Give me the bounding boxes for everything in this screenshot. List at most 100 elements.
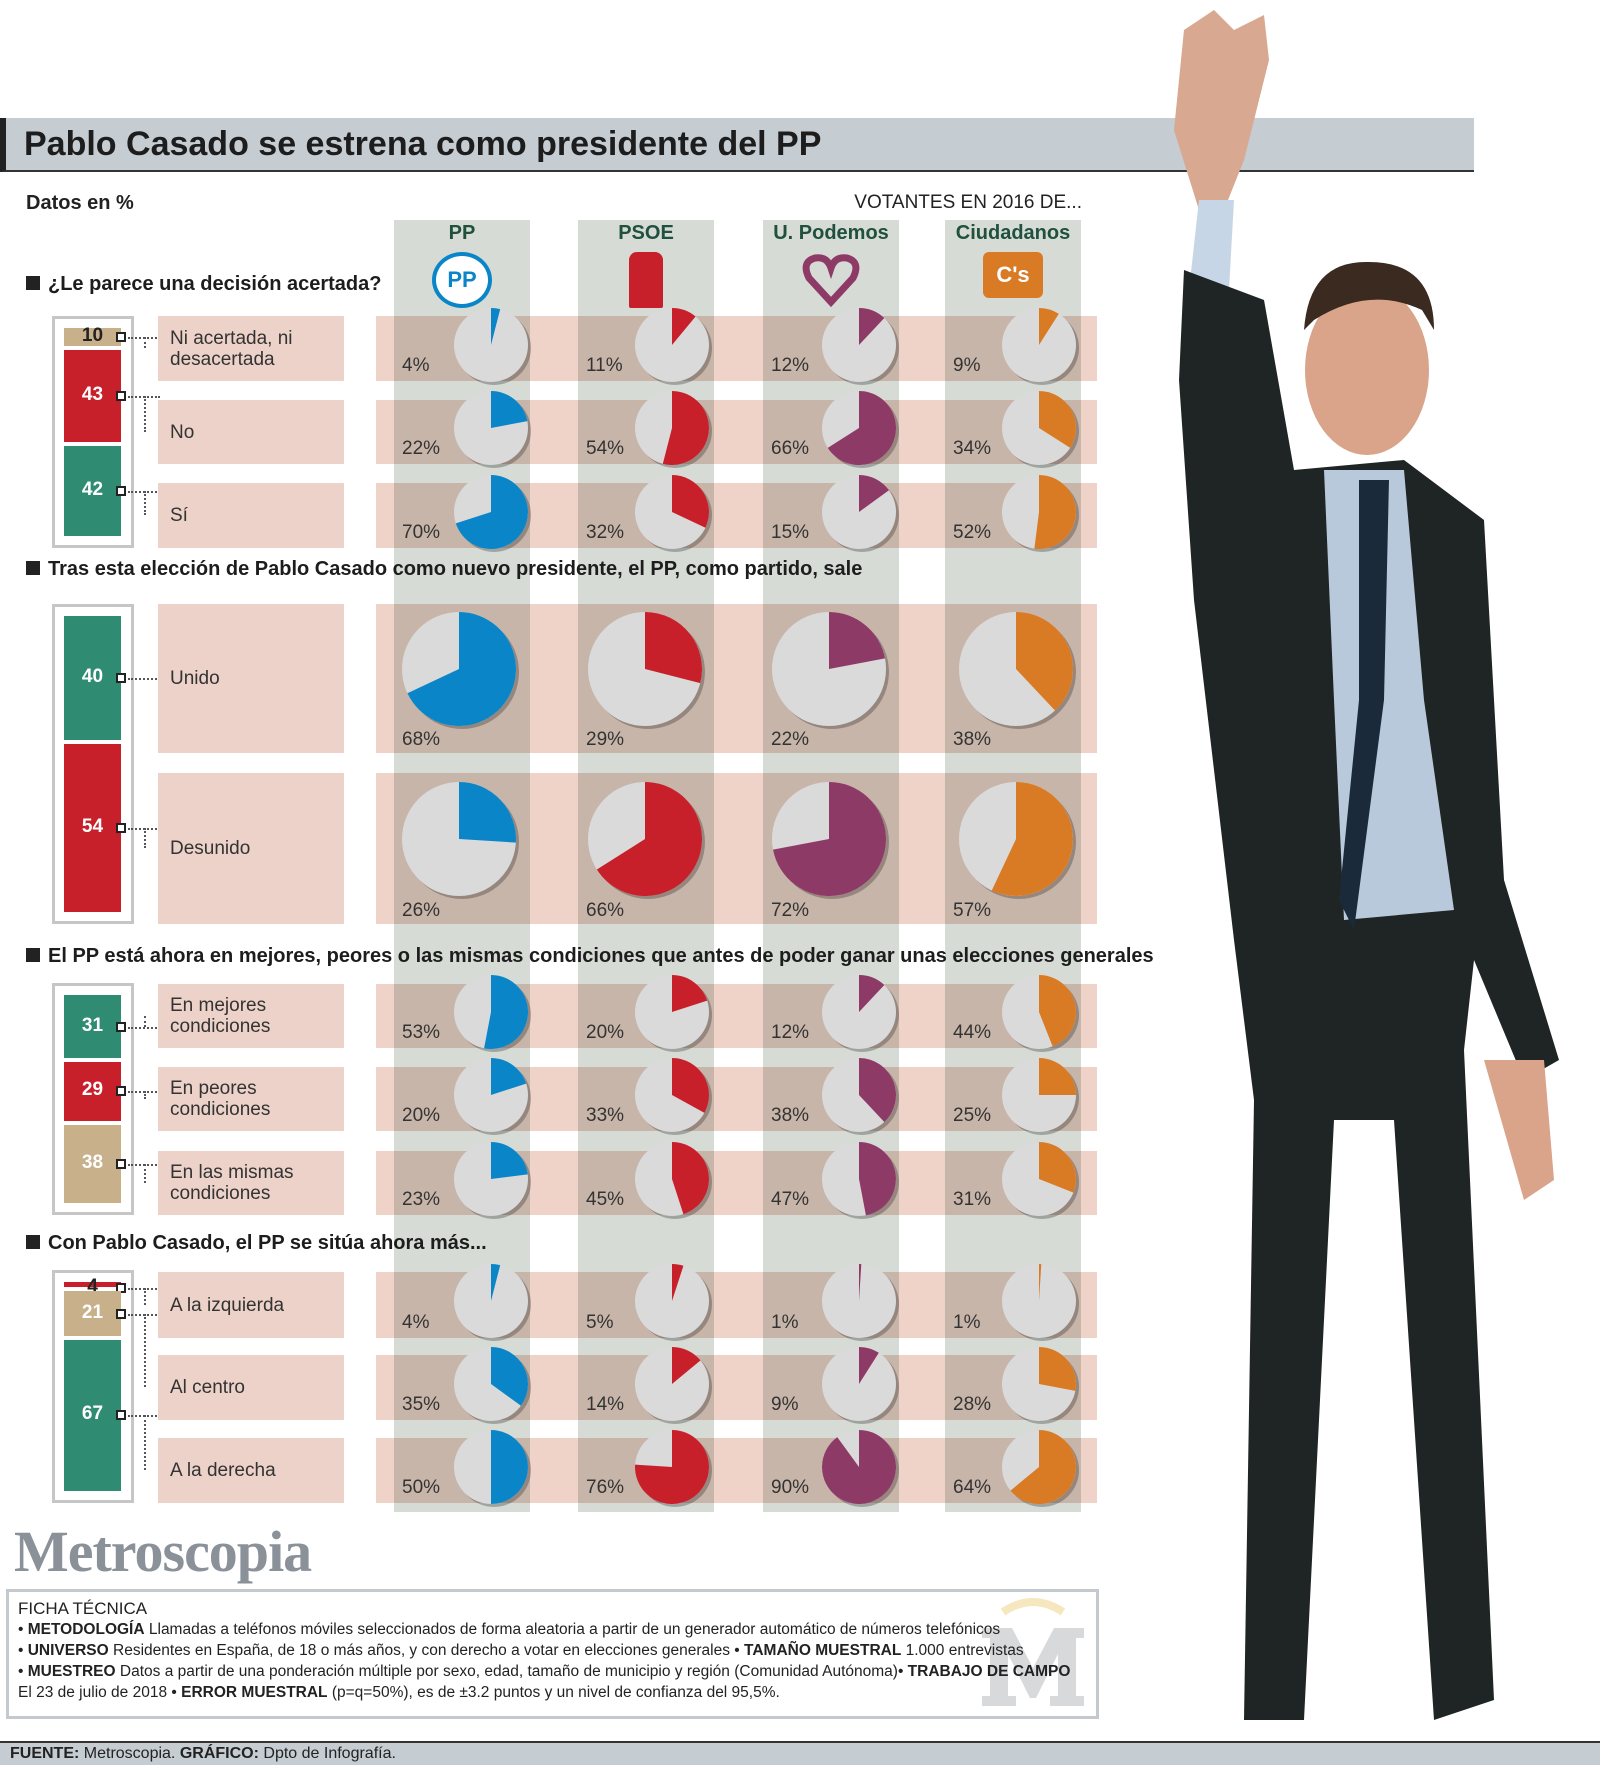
percent-label: 11% xyxy=(586,355,623,376)
percent-label: 90% xyxy=(771,1477,810,1498)
units-note: Datos en % xyxy=(26,192,134,214)
party-label: Ciudadanos xyxy=(955,222,1071,244)
pie-chart xyxy=(634,1429,712,1507)
question-title: Con Pablo Casado, el PP se sitúa ahora m… xyxy=(26,1232,487,1255)
pie-chart xyxy=(822,1058,899,1135)
pie-slice xyxy=(859,1264,862,1301)
percent-label: 4% xyxy=(402,355,430,376)
percent-label: 52% xyxy=(953,522,992,543)
percent-label: 47% xyxy=(771,1189,810,1210)
ficha-value: (p=q=50%), es de ±3.2 puntos y un nivel … xyxy=(331,1684,780,1701)
percent-label: 54% xyxy=(586,438,625,459)
connector-line xyxy=(144,1016,146,1027)
pie-slice xyxy=(672,1346,701,1384)
connector-line xyxy=(144,396,146,432)
pie-slice xyxy=(1039,391,1077,448)
pie-chart xyxy=(822,1429,899,1507)
overall-bar-value: 21 xyxy=(81,1301,104,1323)
connector-line xyxy=(144,491,146,516)
pie-slice xyxy=(822,1429,897,1504)
pie-chart xyxy=(822,391,899,468)
overall-bar-value: 31 xyxy=(81,1014,104,1036)
overall-bar-value: 54 xyxy=(81,815,104,837)
overall-bar-value: 10 xyxy=(81,325,104,347)
pie-slice xyxy=(491,307,501,345)
marker-icon xyxy=(116,1283,126,1293)
pie-slice xyxy=(1039,1142,1076,1193)
pie-slice xyxy=(672,975,708,1012)
pie-slice xyxy=(827,391,896,465)
percent-label: 68% xyxy=(402,729,441,750)
pie-slice xyxy=(672,1142,709,1215)
overall-bar-segment xyxy=(64,1282,121,1288)
party-label: PSOE xyxy=(618,222,674,244)
percent-label: 12% xyxy=(771,355,810,376)
overall-bar-segment xyxy=(64,1339,121,1491)
footer-graphic: Dpto de Infografía. xyxy=(263,1745,396,1762)
pie-chart xyxy=(635,1142,712,1219)
pie-chart xyxy=(635,1346,712,1424)
pie-chart xyxy=(772,781,889,899)
pie-slice xyxy=(859,474,889,512)
pie-slice xyxy=(829,611,885,669)
connector-line xyxy=(128,1026,160,1029)
overall-bar-segment xyxy=(64,995,121,1059)
pie-chart xyxy=(822,1142,899,1219)
pie-slice xyxy=(1039,975,1076,1047)
overall-bar-value: 42 xyxy=(81,479,104,501)
watermark-logo xyxy=(982,1598,1084,1706)
ficha-key: ERROR MUESTRAL xyxy=(181,1684,328,1701)
pie-chart xyxy=(588,781,705,899)
pie-slice xyxy=(1016,611,1073,711)
percent-label: 23% xyxy=(402,1189,441,1210)
connector-line xyxy=(128,677,160,680)
question-title: El PP está ahora en mejores, peores o la… xyxy=(26,945,1154,968)
ficha-key: TAMAÑO MUESTRAL xyxy=(744,1642,902,1659)
pie-chart xyxy=(454,474,531,552)
pie-slice xyxy=(491,1142,528,1179)
pie-chart xyxy=(822,1264,899,1341)
ficha-value: El 23 de julio de 2018 xyxy=(18,1684,168,1701)
pie-chart xyxy=(1002,474,1079,552)
party-logo-2 xyxy=(801,252,861,308)
page-title: Pablo Casado se estrena como presidente … xyxy=(24,125,822,163)
pie-slice xyxy=(773,781,887,896)
metroscopia-logo: Metroscopia xyxy=(14,1519,312,1584)
columns-header: VOTANTES EN 2016 DE... xyxy=(854,192,1082,213)
pie-chart xyxy=(454,975,531,1052)
row-label: A la derecha xyxy=(158,1438,344,1503)
connector-line xyxy=(144,1313,146,1388)
pie-slice xyxy=(859,307,885,345)
pie-chart xyxy=(1002,1142,1079,1219)
marker-icon xyxy=(116,1021,126,1032)
percent-label: 22% xyxy=(771,729,810,750)
ficha-key: MUESTREO xyxy=(27,1663,116,1680)
pie-chart xyxy=(959,611,1076,729)
question-title: Tras esta elección de Pablo Casado como … xyxy=(26,558,862,581)
percent-label: 26% xyxy=(402,900,441,921)
percent-label: 9% xyxy=(771,1394,799,1415)
percent-label: 38% xyxy=(771,1105,810,1126)
ficha-tecnica: FICHA TÉCNICA • METODOLOGÍA Llamadas a t… xyxy=(6,1589,1099,1719)
pie-slice xyxy=(491,1058,527,1095)
connector-line xyxy=(144,337,146,349)
percent-label: 53% xyxy=(402,1022,441,1043)
row-label: Ni acertada, ni desacertada xyxy=(158,316,344,381)
pie-slice xyxy=(859,975,885,1012)
row-label: Al centro xyxy=(158,1355,344,1420)
percent-label: 72% xyxy=(771,900,810,921)
percent-label: 20% xyxy=(586,1022,625,1043)
connector-line xyxy=(144,1091,146,1099)
percent-label: 4% xyxy=(402,1312,430,1333)
pie-slice xyxy=(634,1429,709,1504)
percent-label: 1% xyxy=(953,1312,981,1333)
row-label: En mejores condiciones xyxy=(158,984,344,1048)
percent-label: 45% xyxy=(586,1189,625,1210)
pie-chart xyxy=(402,611,519,729)
percent-label: 50% xyxy=(402,1477,441,1498)
row-label: Sí xyxy=(158,483,344,548)
pie-slice xyxy=(484,975,529,1049)
pie-slice xyxy=(859,1142,896,1216)
pie-slice xyxy=(1039,1058,1076,1095)
percent-label: 31% xyxy=(953,1189,992,1210)
